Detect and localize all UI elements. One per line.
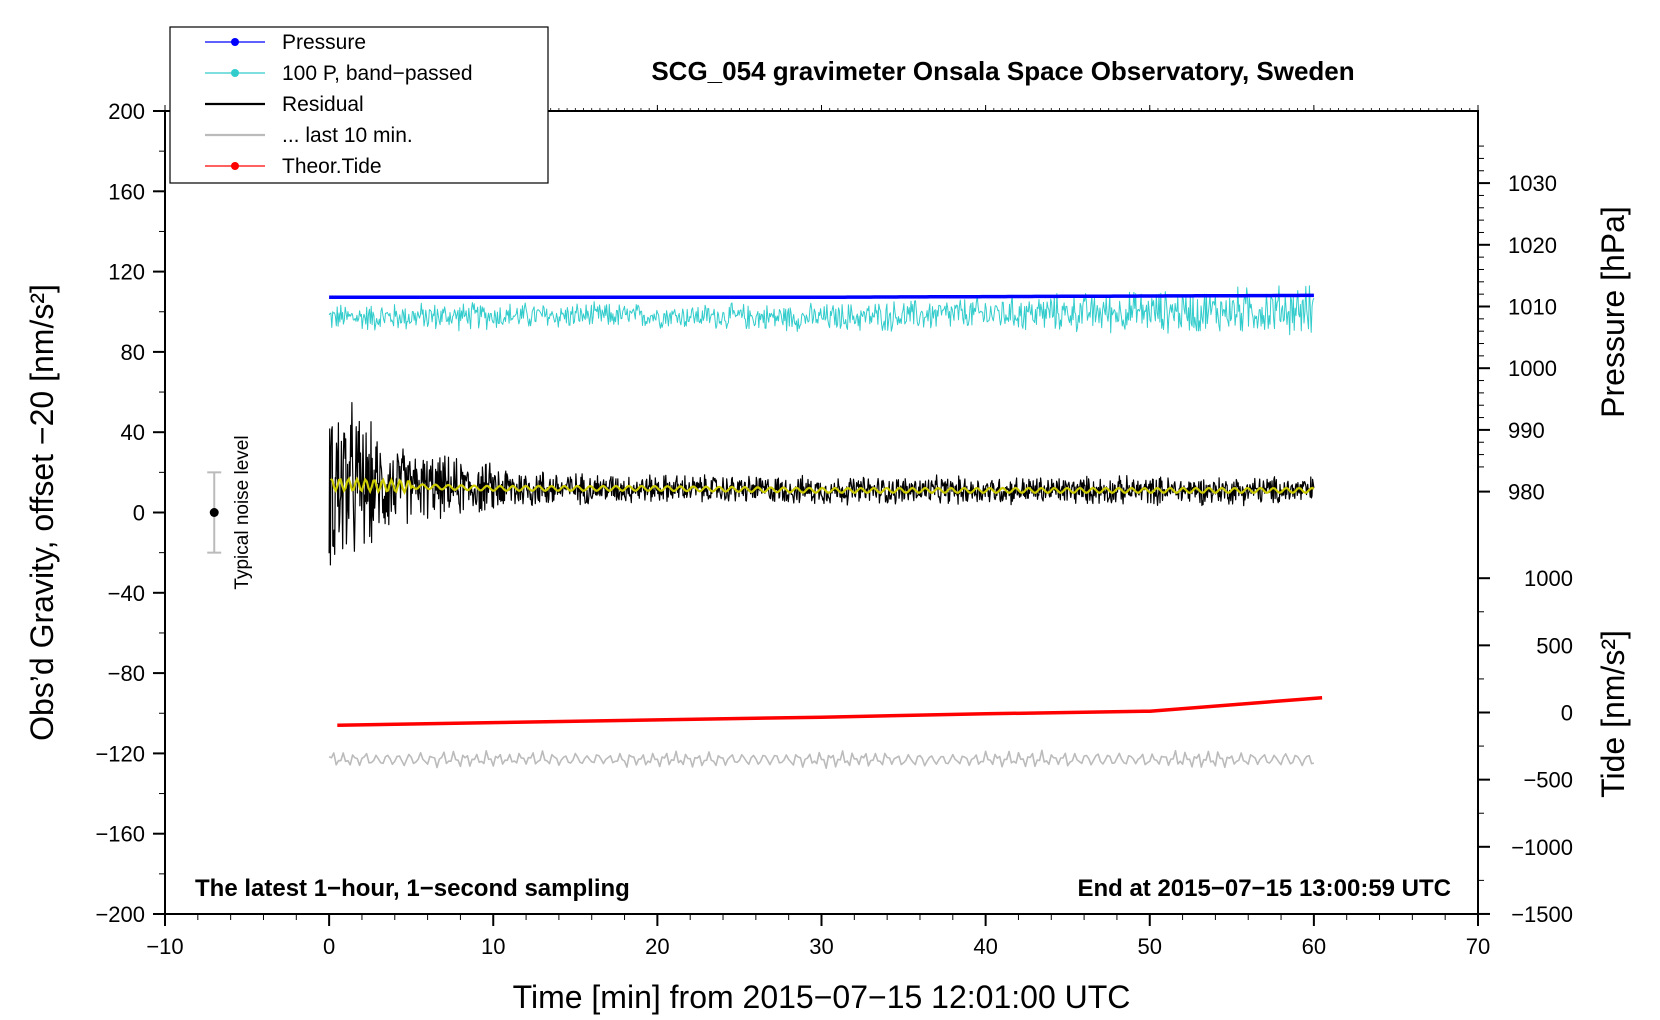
legend-label: Theor.Tide — [282, 155, 382, 178]
x-tick-label: 40 — [973, 934, 997, 959]
theoretical-tide-line — [337, 695, 1323, 728]
ticks-layer: −10 0 10 20 30 40 50 60 7020016012080400−40−80−1… — [95, 99, 1573, 959]
noise-center-dot — [209, 508, 219, 517]
pressure-tick-label: 990 — [1508, 418, 1545, 443]
pressure-tick-label: 1000 — [1508, 356, 1557, 381]
legend-label: Pressure — [282, 31, 366, 54]
pressure-tick-label: 1020 — [1508, 233, 1557, 258]
x-tick-label: 60 — [1302, 934, 1326, 959]
x-axis-title: Time [min] from 2015−07−15 12:01:00 UTC — [513, 979, 1131, 1015]
pressure-tick-label: 980 — [1508, 480, 1545, 505]
tide-tick-label: −1000 — [1511, 835, 1573, 860]
legend-label: 100 P, band−passed — [282, 62, 473, 85]
x-tick-label: 50 — [1138, 934, 1162, 959]
x-tick-label: 0 — [323, 934, 335, 959]
x-tick-label: 20 — [645, 934, 669, 959]
y-axis-title-left: Obs’d Gravity, offset −20 [nm/s²] — [24, 284, 60, 741]
y-tick-label: 80 — [121, 340, 145, 365]
tide-tick-label: 1000 — [1524, 566, 1573, 591]
y-tick-label: −200 — [95, 902, 145, 927]
y-tick-label: 0 — [133, 501, 145, 526]
x-tick-label: −10 — [146, 934, 183, 959]
x-tick-label: 10 — [481, 934, 505, 959]
pressure-line — [329, 293, 1314, 299]
y-tick-label: −80 — [108, 661, 145, 686]
series-layer — [207, 285, 1323, 770]
residual-line — [328, 402, 1315, 566]
last-10-min-line — [328, 749, 1315, 770]
legend-marker — [231, 38, 239, 46]
y-tick-label: −120 — [95, 741, 145, 766]
plot-border — [164, 110, 1479, 915]
annotation-sampling: The latest 1−hour, 1−second sampling — [195, 875, 630, 902]
legend-label: Residual — [282, 93, 364, 116]
legend-marker — [231, 162, 239, 170]
legend-label: ... last 10 min. — [282, 124, 413, 147]
y-axis-title-pressure: Pressure [hPa] — [1595, 206, 1631, 418]
y-tick-label: −40 — [108, 581, 145, 606]
legend: Pressure 100 P, band−passed Residual ... la… — [169, 26, 549, 184]
x-tick-label: 70 — [1466, 934, 1490, 959]
tide-tick-label: −500 — [1523, 768, 1573, 793]
tide-tick-label: 0 — [1561, 701, 1573, 726]
chart-title: SCG_054 gravimeter Onsala Space Observat… — [651, 56, 1354, 86]
y-tick-label: 160 — [108, 179, 145, 204]
plot-frame — [164, 110, 1479, 915]
smoothed-residual-line — [330, 476, 1315, 495]
y-tick-label: −160 — [95, 822, 145, 847]
y-axis-title-tide: Tide [nm/s²] — [1595, 630, 1631, 798]
tide-tick-label: −1500 — [1511, 902, 1573, 927]
band-passed-pressure-line — [328, 285, 1315, 336]
tide-tick-label: 500 — [1536, 633, 1573, 658]
y-tick-label: 200 — [108, 99, 145, 124]
y-tick-label: 40 — [121, 420, 145, 445]
pressure-tick-label: 1010 — [1508, 295, 1557, 320]
annotation-end-time: End at 2015−07−15 13:00:59 UTC — [1077, 875, 1451, 902]
pressure-tick-label: 1030 — [1508, 171, 1557, 196]
x-tick-label: 30 — [809, 934, 833, 959]
noise-level-label: Typical noise level — [232, 435, 253, 589]
y-tick-label: 120 — [108, 260, 145, 285]
legend-marker — [231, 69, 239, 77]
